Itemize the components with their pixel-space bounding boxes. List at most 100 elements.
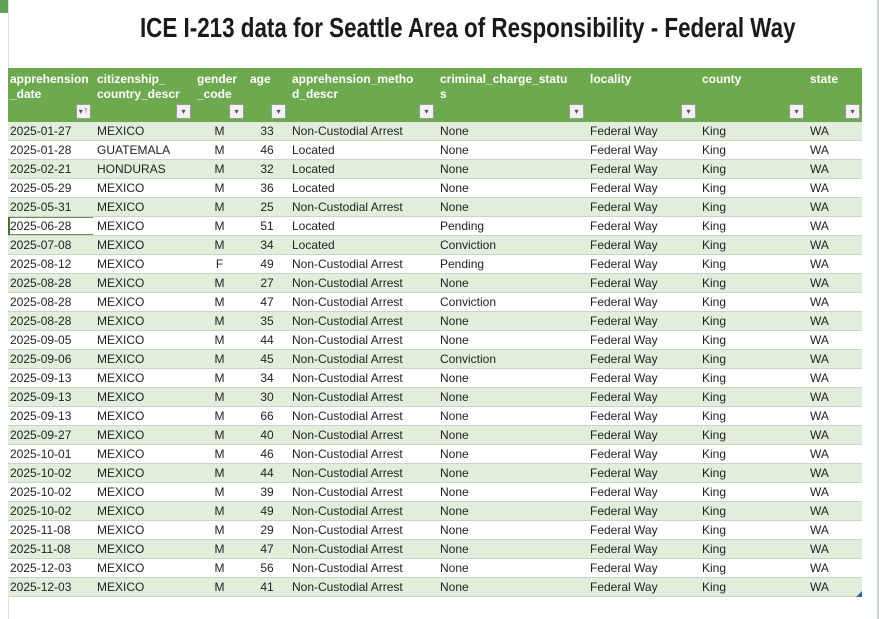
cell-gender_code[interactable]: M xyxy=(214,162,225,176)
cell-criminal_charge_status[interactable]: Pending xyxy=(440,219,485,233)
cell-locality[interactable]: Federal Way xyxy=(590,485,658,499)
filter-button-apprehension_method_descr[interactable]: ▾ xyxy=(419,104,434,119)
cell-county[interactable]: King xyxy=(702,143,727,157)
cell-apprehension_method_descr[interactable]: Non-Custodial Arrest xyxy=(292,523,403,537)
cell-citizenship_country_descr[interactable]: MEXICO xyxy=(97,409,145,423)
cell-locality[interactable]: Federal Way xyxy=(590,542,658,556)
cell-county[interactable]: King xyxy=(702,485,727,499)
cell-gender_code[interactable]: M xyxy=(214,124,225,138)
cell-apprehension_date[interactable]: 2025-12-03 xyxy=(10,561,72,575)
cell-state[interactable]: WA xyxy=(810,314,829,328)
cell-apprehension_method_descr[interactable]: Non-Custodial Arrest xyxy=(292,276,403,290)
cell-citizenship_country_descr[interactable]: MEXICO xyxy=(97,561,145,575)
cell-criminal_charge_status[interactable]: None xyxy=(440,561,469,575)
cell-apprehension_method_descr[interactable]: Non-Custodial Arrest xyxy=(292,428,403,442)
cell-gender_code[interactable]: M xyxy=(214,181,225,195)
cell-state[interactable]: WA xyxy=(810,580,829,594)
cell-apprehension_method_descr[interactable]: Located xyxy=(292,219,335,233)
cell-locality[interactable]: Federal Way xyxy=(590,561,658,575)
cell-apprehension_date[interactable]: 2025-09-06 xyxy=(10,352,72,366)
cell-citizenship_country_descr[interactable]: GUATEMALA xyxy=(97,143,171,157)
cell-citizenship_country_descr[interactable]: MEXICO xyxy=(97,238,145,252)
filter-button-county[interactable]: ▾ xyxy=(789,104,804,119)
cell-citizenship_country_descr[interactable]: MEXICO xyxy=(97,295,145,309)
cell-age[interactable]: 33 xyxy=(260,124,274,138)
cell-state[interactable]: WA xyxy=(810,124,829,138)
cell-state[interactable]: WA xyxy=(810,352,829,366)
cell-apprehension_date[interactable]: 2025-09-13 xyxy=(10,409,72,423)
cell-criminal_charge_status[interactable]: None xyxy=(440,447,469,461)
cell-locality[interactable]: Federal Way xyxy=(590,390,658,404)
cell-county[interactable]: King xyxy=(702,561,727,575)
cell-age[interactable]: 47 xyxy=(260,542,274,556)
cell-gender_code[interactable]: M xyxy=(214,485,225,499)
cell-age[interactable]: 46 xyxy=(260,143,274,157)
cell-state[interactable]: WA xyxy=(810,542,829,556)
cell-citizenship_country_descr[interactable]: MEXICO xyxy=(97,333,145,347)
cell-age[interactable]: 25 xyxy=(260,200,274,214)
cell-county[interactable]: King xyxy=(702,181,727,195)
cell-county[interactable]: King xyxy=(702,504,727,518)
cell-gender_code[interactable]: M xyxy=(214,371,225,385)
cell-apprehension_date[interactable]: 2025-09-13 xyxy=(10,390,72,404)
cell-state[interactable]: WA xyxy=(810,333,829,347)
cell-apprehension_method_descr[interactable]: Non-Custodial Arrest xyxy=(292,200,403,214)
cell-apprehension_method_descr[interactable]: Non-Custodial Arrest xyxy=(292,314,403,328)
cell-locality[interactable]: Federal Way xyxy=(590,143,658,157)
cell-apprehension_date[interactable]: 2025-10-02 xyxy=(10,485,72,499)
cell-gender_code[interactable]: M xyxy=(214,314,225,328)
cell-gender_code[interactable]: M xyxy=(214,561,225,575)
cell-citizenship_country_descr[interactable]: MEXICO xyxy=(97,428,145,442)
cell-locality[interactable]: Federal Way xyxy=(590,447,658,461)
cell-county[interactable]: King xyxy=(702,314,727,328)
cell-citizenship_country_descr[interactable]: MEXICO xyxy=(97,523,145,537)
cell-gender_code[interactable]: M xyxy=(214,466,225,480)
cell-locality[interactable]: Federal Way xyxy=(590,466,658,480)
cell-citizenship_country_descr[interactable]: MEXICO xyxy=(97,219,145,233)
cell-county[interactable]: King xyxy=(702,200,727,214)
cell-gender_code[interactable]: M xyxy=(214,276,225,290)
cell-locality[interactable]: Federal Way xyxy=(590,238,658,252)
cell-state[interactable]: WA xyxy=(810,162,829,176)
cell-locality[interactable]: Federal Way xyxy=(590,333,658,347)
cell-age[interactable]: 36 xyxy=(260,181,274,195)
cell-age[interactable]: 41 xyxy=(260,580,274,594)
cell-locality[interactable]: Federal Way xyxy=(590,295,658,309)
cell-citizenship_country_descr[interactable]: MEXICO xyxy=(97,580,145,594)
cell-gender_code[interactable]: M xyxy=(214,238,225,252)
cell-state[interactable]: WA xyxy=(810,219,829,233)
cell-citizenship_country_descr[interactable]: MEXICO xyxy=(97,542,145,556)
cell-citizenship_country_descr[interactable]: HONDURAS xyxy=(97,162,166,176)
cell-county[interactable]: King xyxy=(702,409,727,423)
cell-criminal_charge_status[interactable]: None xyxy=(440,333,469,347)
cell-apprehension_method_descr[interactable]: Non-Custodial Arrest xyxy=(292,504,403,518)
cell-citizenship_country_descr[interactable]: MEXICO xyxy=(97,466,145,480)
table-resize-handle[interactable] xyxy=(856,591,862,597)
cell-apprehension_date[interactable]: 2025-10-01 xyxy=(10,447,72,461)
cell-locality[interactable]: Federal Way xyxy=(590,352,658,366)
cell-criminal_charge_status[interactable]: None xyxy=(440,390,469,404)
cell-apprehension_date[interactable]: 2025-01-27 xyxy=(10,124,72,138)
cell-age[interactable]: 29 xyxy=(260,523,274,537)
cell-age[interactable]: 46 xyxy=(260,447,274,461)
cell-apprehension_date[interactable]: 2025-02-21 xyxy=(10,162,72,176)
cell-apprehension_date[interactable]: 2025-12-03 xyxy=(10,580,72,594)
cell-criminal_charge_status[interactable]: None xyxy=(440,466,469,480)
cell-state[interactable]: WA xyxy=(810,447,829,461)
cell-county[interactable]: King xyxy=(702,447,727,461)
cell-county[interactable]: King xyxy=(702,466,727,480)
cell-apprehension_date[interactable]: 2025-06-28 xyxy=(8,217,93,235)
cell-apprehension_date[interactable]: 2025-09-13 xyxy=(10,371,72,385)
filter-button-age[interactable]: ▾ xyxy=(271,104,286,119)
cell-county[interactable]: King xyxy=(702,162,727,176)
cell-locality[interactable]: Federal Way xyxy=(590,580,658,594)
cell-county[interactable]: King xyxy=(702,371,727,385)
cell-citizenship_country_descr[interactable]: MEXICO xyxy=(97,447,145,461)
cell-county[interactable]: King xyxy=(702,276,727,290)
cell-gender_code[interactable]: F xyxy=(215,257,224,271)
cell-criminal_charge_status[interactable]: Conviction xyxy=(440,295,497,309)
cell-age[interactable]: 40 xyxy=(260,428,274,442)
cell-age[interactable]: 27 xyxy=(260,276,274,290)
cell-gender_code[interactable]: M xyxy=(214,523,225,537)
cell-county[interactable]: King xyxy=(702,542,727,556)
